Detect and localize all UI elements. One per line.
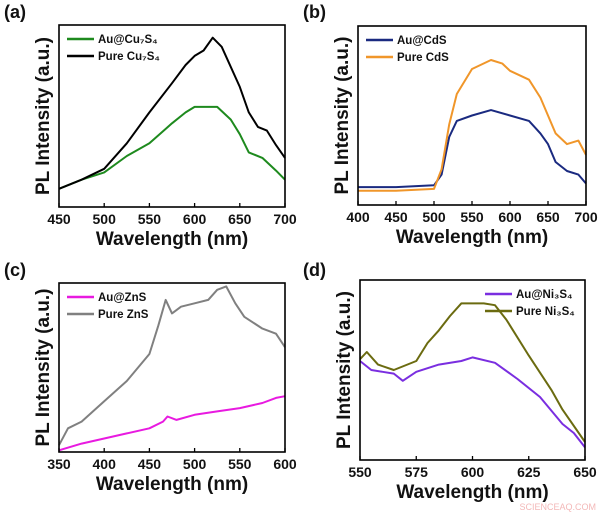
x-tick-label: 500 [183,456,207,472]
legend: Au@Ni₃S₄ Pure Ni₃S₄ [485,289,575,318]
x-tick-label: 450 [138,456,162,472]
plot-frame [58,24,286,208]
x-tick-label: 350 [47,456,71,472]
series-line [58,36,286,190]
x-axis-title: Wavelength (nm) [96,229,248,250]
x-tick-label: 450 [47,211,71,227]
legend-label: Au@ZnS [98,292,147,304]
y-axis-title: PL Intensity (a.u.) [334,291,355,449]
panel-b: (b) 400 450 500 550 600 650 700 Wavelength (nm) P… [303,2,598,248]
legend-label: Pure ZnS [98,309,149,321]
legend-label: Pure Cu₇S₄ [98,51,160,63]
x-tick-label: 600 [273,456,297,472]
legend: Au@ZnS Pure ZnS [67,292,149,321]
series-line [359,302,586,443]
legend: Au@CdS Pure CdS [366,35,449,64]
x-tick-label: 450 [384,209,408,225]
x-tick-label: 650 [228,211,252,227]
series-line [58,105,286,190]
series-line [58,395,286,452]
x-tick-label: 500 [93,211,117,227]
x-tick-label: 550 [348,464,372,480]
x-tick-label: 550 [460,209,484,225]
x-tick-label: 700 [273,211,297,227]
x-tick-label: 550 [228,456,252,472]
legend-label: Au@Cu₇S₄ [98,34,158,46]
series-line [58,285,286,446]
x-tick-label: 400 [346,209,370,225]
panel-a: (a) 450 500 550 600 650 700 Wavelength (nm) PL I… [4,2,297,250]
x-axis-title: Wavelength (nm) [396,227,548,248]
y-axis-title: PL Intensity (a.u.) [33,37,54,195]
x-tick-label: 650 [536,209,560,225]
panel-label: (b) [303,2,326,22]
x-tick-label: 650 [573,464,597,480]
x-tick-label: 575 [405,464,429,480]
panel-c: (c) 350 400 450 500 550 600 Wavelength (nm) PL I… [4,260,297,495]
legend: Au@Cu₇S₄ Pure Cu₇S₄ [67,34,160,63]
x-tick-label: 500 [422,209,446,225]
panel-label: (d) [303,260,326,280]
legend-label: Pure CdS [397,52,449,64]
series-line [358,109,587,189]
x-axis-title: Wavelength (nm) [396,482,548,503]
watermark: SCIENCEAQ.COM [519,502,596,512]
series-line [359,356,586,449]
panel-d: (d) 550 575 600 625 650 Wavelength (nm) PL Inte… [303,260,597,503]
x-tick-label: 600 [183,211,207,227]
x-tick-label: 600 [498,209,522,225]
x-tick-label: 400 [93,456,117,472]
series-line [358,59,587,192]
x-axis-title: Wavelength (nm) [96,474,248,495]
legend-label: Au@CdS [397,35,447,47]
x-tick-label: 600 [461,464,485,480]
plot-frame [58,282,286,453]
panel-label: (a) [4,2,26,22]
x-tick-label: 550 [138,211,162,227]
y-axis-title: PL Intensity (a.u.) [332,36,353,194]
legend-label: Au@Ni₃S₄ [516,289,573,301]
y-axis-title: PL Intensity (a.u.) [33,288,54,446]
x-tick-label: 625 [517,464,541,480]
x-tick-label: 700 [574,209,598,225]
legend-label: Pure Ni₃S₄ [516,306,575,318]
panel-label: (c) [4,260,26,280]
